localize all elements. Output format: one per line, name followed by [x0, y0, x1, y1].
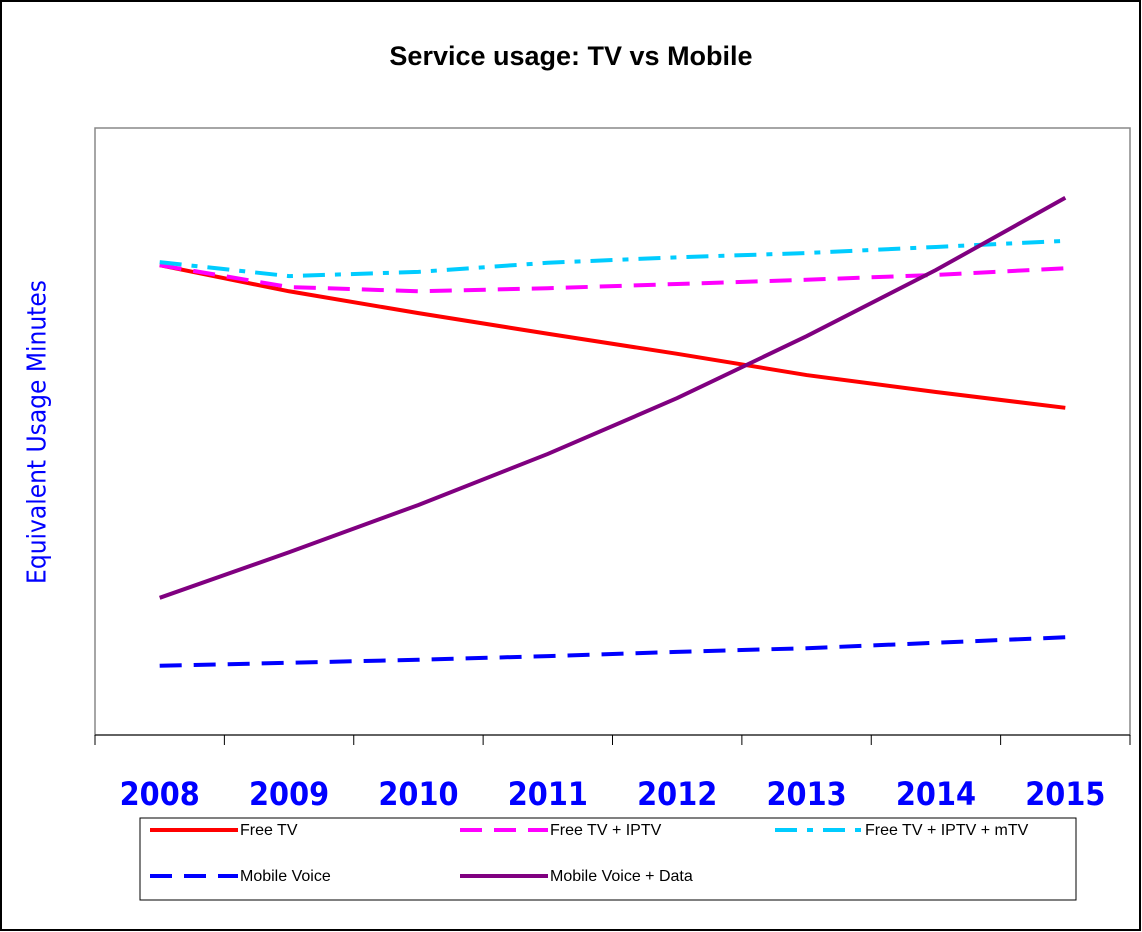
x-tick-label: 2012	[637, 775, 717, 813]
line-series	[159, 196, 1067, 600]
x-tick-label: 2009	[249, 775, 329, 813]
x-tick-label: 2015	[1025, 775, 1105, 813]
line-series	[159, 263, 1066, 294]
chart-title: Service usage: TV vs Mobile	[389, 41, 752, 71]
line-series	[159, 263, 1066, 410]
x-tick-label: 2011	[508, 775, 588, 813]
plot-area	[94, 127, 1131, 736]
legend-label: Free TV	[240, 822, 298, 839]
x-tick-label: 2008	[120, 775, 200, 813]
x-tick-label: 2010	[378, 775, 458, 813]
y-axis-label: Equivalent Usage Minutes	[23, 280, 53, 584]
line-series	[159, 635, 1066, 668]
legend	[139, 817, 1077, 901]
legend-label: Mobile Voice	[240, 868, 331, 885]
legend-label: Free TV + IPTV	[550, 822, 662, 839]
line-series	[159, 238, 1066, 279]
legend-label: Free TV + IPTV + mTV	[865, 822, 1029, 839]
legend-label: Mobile Voice + Data	[550, 868, 693, 885]
x-tick-label: 2014	[896, 775, 976, 813]
x-tick-label: 2013	[767, 775, 847, 813]
